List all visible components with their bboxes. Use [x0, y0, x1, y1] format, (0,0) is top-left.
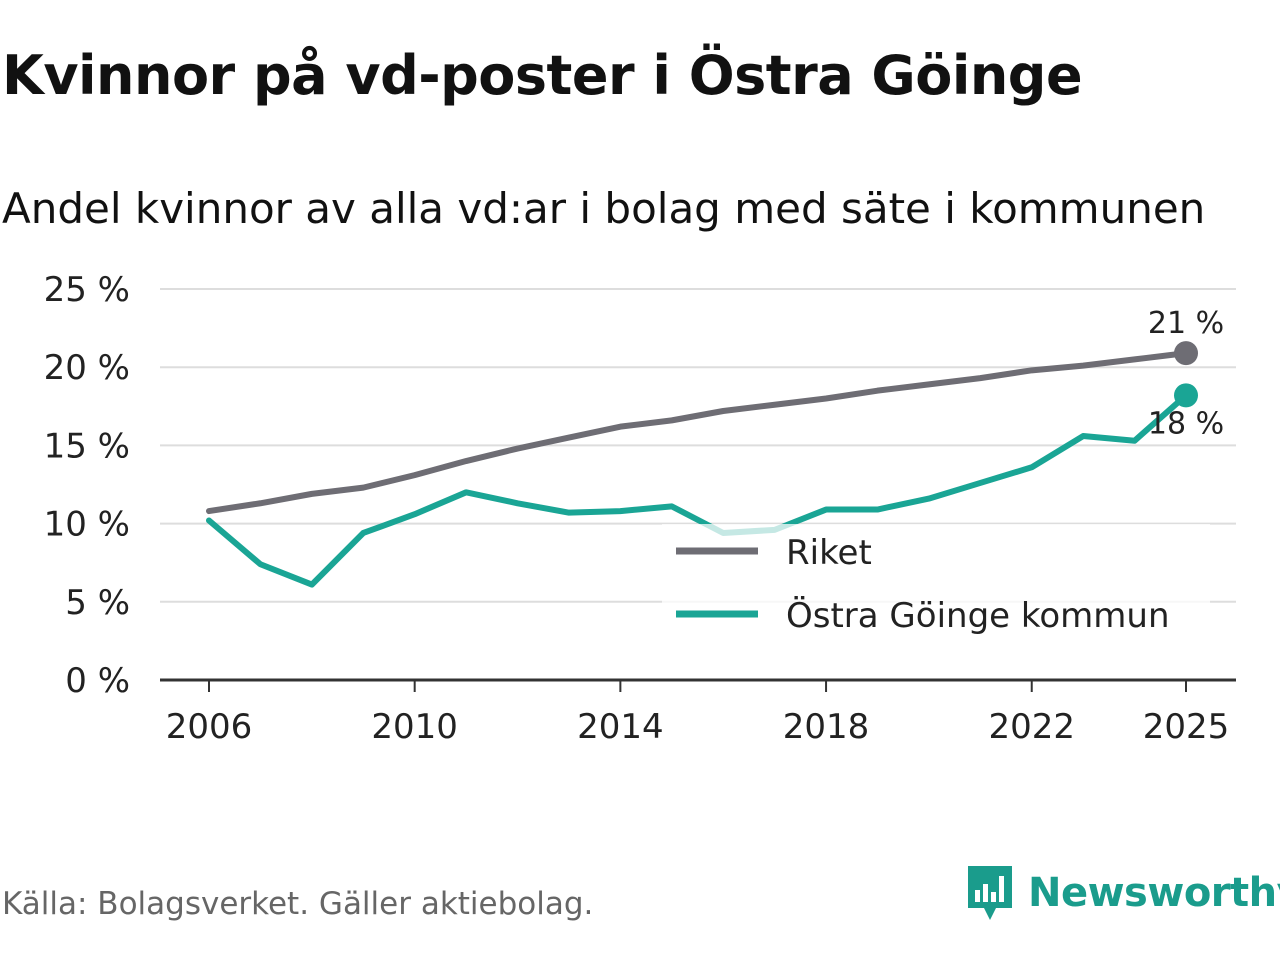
end-point-kommun	[1174, 383, 1198, 408]
y-tick-label: 0 %	[65, 661, 130, 701]
brand-logo: Newsworthy	[964, 862, 1280, 924]
x-tick-label: 2022	[988, 707, 1075, 747]
legend-label-kommun: Östra Göinge kommun	[786, 595, 1170, 636]
x-tick-label: 2018	[783, 707, 870, 747]
y-tick-label: 5 %	[65, 583, 130, 623]
legend: Riket Östra Göinge kommun	[662, 524, 1210, 646]
series-lines	[206, 350, 1189, 588]
y-tick-label: 20 %	[44, 348, 130, 388]
source-note: Källa: Bolagsverket. Gäller aktiebolag.	[2, 886, 594, 922]
end-point-riket	[1174, 341, 1198, 366]
series-line-kommun	[206, 392, 1189, 588]
x-tick-label: 2010	[371, 707, 458, 747]
bar-chart-speech-bubble-icon	[968, 866, 1012, 920]
x-axis: 2006 2010 2014 2018 2022 2025	[160, 678, 1236, 747]
y-tick-label: 15 %	[44, 426, 130, 466]
series-line-riket	[206, 350, 1189, 515]
end-label-kommun: 18 %	[1148, 406, 1224, 441]
end-points: 21 % 18 %	[1148, 306, 1224, 441]
y-axis: 0 % 5 % 10 % 15 % 20 % 25 %	[44, 270, 130, 701]
x-tick-label: 2025	[1143, 707, 1230, 747]
legend-background	[662, 524, 1210, 646]
legend-label-riket: Riket	[786, 533, 872, 573]
x-tick-label: 2006	[166, 707, 253, 747]
y-tick-label: 25 %	[44, 270, 130, 310]
y-tick-label: 10 %	[44, 505, 130, 545]
end-label-riket: 21 %	[1148, 306, 1224, 341]
x-tick-label: 2014	[577, 707, 664, 747]
brand-name: Newsworthy	[1028, 870, 1280, 916]
page-title: Kvinnor på vd-poster i Östra Göinge	[2, 44, 1083, 107]
chart-subtitle: Andel kvinnor av alla vd:ar i bolag med …	[2, 184, 1206, 233]
